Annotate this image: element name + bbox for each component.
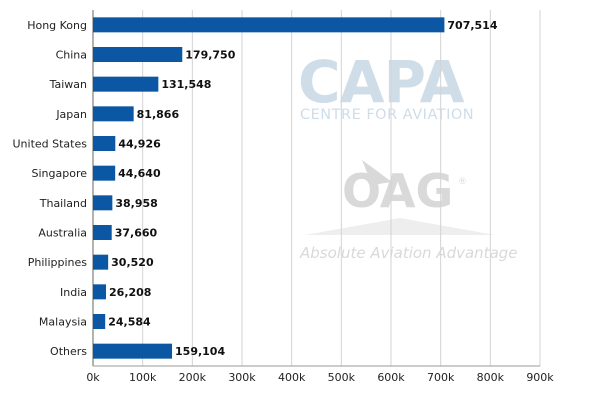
- gridlines: [92, 10, 541, 367]
- category-label: Singapore: [32, 167, 88, 180]
- category-label: Australia: [38, 227, 87, 240]
- bar: [93, 136, 116, 151]
- capa-watermark-subtitle: CENTRE FOR AVIATION: [300, 107, 474, 123]
- x-tick-label: 600k: [377, 371, 405, 384]
- data-label: 38,958: [115, 197, 157, 210]
- data-label: 159,104: [175, 345, 225, 358]
- category-label: United States: [13, 138, 88, 151]
- category-label: Malaysia: [39, 316, 87, 329]
- category-label: Philippines: [28, 256, 88, 269]
- category-label: India: [60, 286, 87, 299]
- category-label: Taiwan: [49, 78, 87, 91]
- bar: [93, 314, 106, 329]
- category-label: Japan: [55, 108, 87, 121]
- data-label: 179,750: [185, 49, 235, 62]
- oag-wing-shape: [305, 218, 495, 235]
- data-label: 37,660: [115, 227, 158, 240]
- category-label: Others: [50, 345, 87, 358]
- data-label: 24,584: [108, 316, 151, 329]
- oag-swoosh-icon: [362, 160, 392, 185]
- x-tick-label: 300k: [228, 371, 256, 384]
- category-label: Hong Kong: [27, 19, 87, 32]
- oag-watermark: OAG: [342, 164, 453, 218]
- category-label: China: [56, 49, 87, 62]
- oag-registered-mark: ®: [458, 177, 467, 187]
- bars: [93, 17, 445, 359]
- data-label: 81,866: [137, 108, 180, 121]
- x-tick-label: 800k: [477, 371, 505, 384]
- data-label: 707,514: [447, 19, 497, 32]
- data-label: 26,208: [109, 286, 151, 299]
- capa-watermark: CAPA: [298, 48, 465, 116]
- x-tick-label: 400k: [278, 371, 306, 384]
- x-tick-label: 100k: [129, 371, 157, 384]
- bar: [93, 47, 183, 62]
- x-tick-label: 900k: [526, 371, 554, 384]
- bar: [93, 195, 113, 211]
- bar: [93, 284, 107, 300]
- bar: [93, 343, 173, 359]
- bar: [93, 225, 112, 240]
- data-label: 44,926: [118, 138, 161, 151]
- data-label: 30,520: [111, 256, 154, 269]
- x-tick-label: 200k: [179, 371, 207, 384]
- watermark-layer: CAPA CENTRE FOR AVIATION OAG ® Absolute …: [298, 48, 518, 262]
- data-label: 44,640: [118, 167, 161, 180]
- bar: [93, 254, 109, 270]
- labels: 0k 100k 200k 300k 400k 500k 600k 700k 800k 900k Ho…: [13, 19, 555, 384]
- x-tick-label: 0k: [86, 371, 100, 384]
- category-label: Thailand: [39, 197, 87, 210]
- x-tick-label: 500k: [328, 371, 356, 384]
- bar: [93, 106, 134, 122]
- x-tick-label: 700k: [427, 371, 455, 384]
- bar: [93, 165, 116, 181]
- bar: [93, 17, 445, 33]
- bar: [93, 76, 159, 92]
- data-label: 131,548: [161, 78, 211, 91]
- oag-watermark-subtitle: Absolute Aviation Advantage: [299, 244, 518, 262]
